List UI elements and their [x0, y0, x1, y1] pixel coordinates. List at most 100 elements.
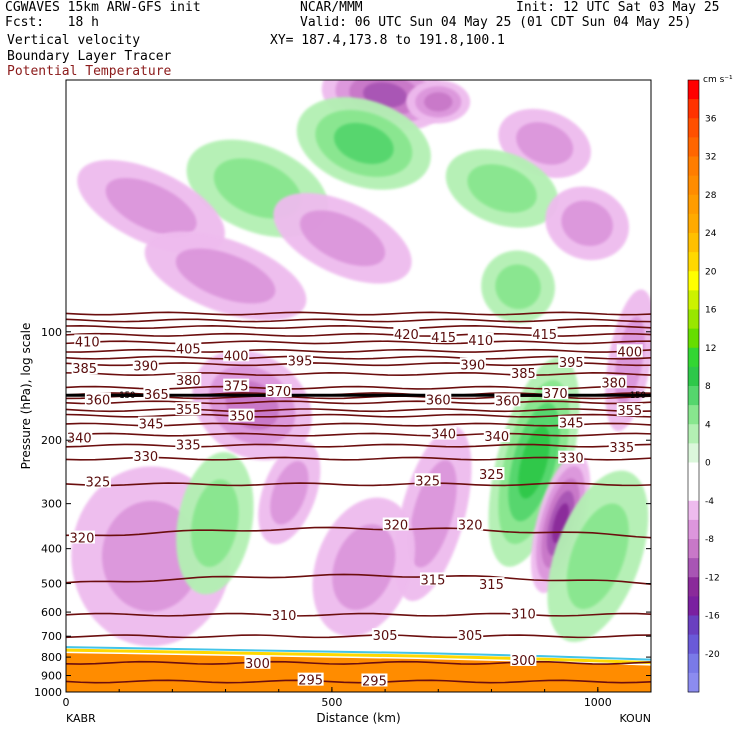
colorbar-swatch — [688, 386, 699, 406]
theta-label-bg — [419, 572, 446, 586]
theta-label: 410 — [468, 334, 493, 349]
w-contour-up — [191, 479, 239, 568]
theta-335 — [66, 443, 651, 448]
w-contour-down — [424, 92, 453, 112]
theta-label-bg — [223, 378, 250, 392]
theta-label-bg — [265, 384, 292, 398]
org-label: NCAR/MMM — [300, 0, 363, 15]
theta-label-bg — [143, 387, 170, 401]
theta-330 — [66, 456, 651, 461]
theta-label: 320 — [70, 532, 95, 547]
theta-label-bg — [494, 393, 521, 407]
colorbar-label: 8 — [705, 382, 711, 392]
w-contour-down — [299, 210, 386, 267]
theta-300 — [66, 660, 651, 665]
colorbar-swatch — [688, 271, 699, 291]
field-vertical-velocity: Vertical velocity — [7, 33, 141, 48]
theta-385 — [66, 362, 651, 367]
colorbar-swatch — [688, 99, 699, 119]
theta-label-bg — [457, 517, 484, 531]
theta-label-bg — [558, 354, 585, 368]
w-contour-down — [105, 177, 197, 236]
theta-label: 305 — [373, 629, 398, 644]
theta-label-bg — [616, 403, 643, 417]
theta-label: 325 — [85, 475, 110, 490]
w-contour-down — [409, 460, 457, 568]
plot-frame — [65, 79, 652, 693]
theta-label: 400 — [224, 349, 249, 364]
theta-label: 335 — [609, 441, 634, 456]
theta-label-bg — [608, 439, 635, 453]
colorbar-swatch — [688, 672, 699, 693]
theta-label-bg — [558, 450, 585, 464]
colorbar-label: 4 — [705, 420, 711, 430]
theta-label-bg — [510, 366, 537, 380]
theta-label: 415 — [532, 328, 557, 343]
theta-label-bg — [430, 329, 457, 343]
colorbar-swatch — [688, 233, 699, 253]
vertical-velocity-shading — [71, 80, 651, 647]
valid-time: Valid: 06 UTC Sun 04 May 25 (01 CDT Sun … — [300, 15, 692, 30]
theta-label-bg — [71, 361, 98, 375]
theta-label: 365 — [144, 388, 169, 403]
colorbar-swatch — [688, 290, 699, 310]
theta-label-bg — [175, 402, 202, 416]
w-contour-down — [552, 503, 570, 544]
theta-label: 380 — [601, 376, 626, 391]
theta-label-bg — [478, 467, 505, 481]
colorbar-swatch — [688, 500, 699, 521]
theta-label-bg — [425, 392, 452, 406]
colorbar-swatch — [688, 252, 699, 272]
theta-label-bg — [430, 426, 457, 440]
theta-325 — [66, 482, 651, 487]
colorbar-frame — [687, 79, 700, 693]
theta-label: 370 — [543, 387, 568, 402]
theta-label-bg — [361, 673, 388, 687]
theta-390 — [66, 355, 651, 360]
theta-label-bg — [287, 353, 313, 367]
w-contour-down — [102, 500, 201, 612]
theta-label-bg — [223, 348, 250, 362]
theta-360 — [66, 400, 651, 405]
colorbar-swatch — [688, 118, 699, 138]
colorbar-label: -16 — [705, 612, 720, 622]
theta-label: 420 — [394, 328, 419, 343]
theta-415 — [66, 318, 651, 323]
theta-label: 360 — [495, 394, 520, 409]
theta-label: 310 — [511, 608, 536, 623]
theta-label: 335 — [176, 439, 201, 454]
y-tick-label: 800 — [41, 651, 62, 664]
theta-label-bg — [68, 530, 95, 544]
theta-label-bg — [84, 474, 111, 488]
theta-label-bg — [74, 334, 101, 348]
theta-355 — [66, 408, 651, 413]
theta-label-bg — [175, 437, 202, 451]
theta-label-bg — [244, 655, 271, 669]
x-axis-title: Distance (km) — [316, 711, 400, 725]
theta-label: 305 — [458, 629, 483, 644]
theta-label-bg — [558, 415, 585, 429]
colorbar-swatch — [688, 137, 699, 157]
colorbar-swatch — [688, 309, 699, 330]
theta-340 — [66, 432, 651, 437]
colorbar-label: 24 — [705, 229, 717, 239]
theta-315 — [66, 573, 651, 586]
theta-label-bg — [616, 344, 643, 358]
theta-label: 315 — [421, 573, 446, 588]
colorbar-label: 12 — [705, 344, 716, 354]
model-title: CGWAVES 15km ARW-GFS init — [5, 0, 201, 15]
x-tick-label: 0 — [63, 696, 70, 709]
theta-395 — [66, 348, 651, 353]
w-contour-down — [175, 248, 276, 304]
theta-label: 370 — [266, 385, 291, 400]
field-boundary-layer-tracer: Boundary Layer Tracer — [7, 49, 172, 64]
theta-label: 300 — [245, 657, 270, 672]
y-tick-label: 900 — [41, 670, 62, 683]
theta-label: 390 — [460, 358, 485, 373]
theta-label-bg — [478, 577, 505, 591]
theta-label-bg — [297, 672, 324, 686]
theta-label: 340 — [67, 432, 92, 447]
y-tick-label: 500 — [41, 578, 62, 591]
theta-label-bg — [228, 408, 255, 422]
